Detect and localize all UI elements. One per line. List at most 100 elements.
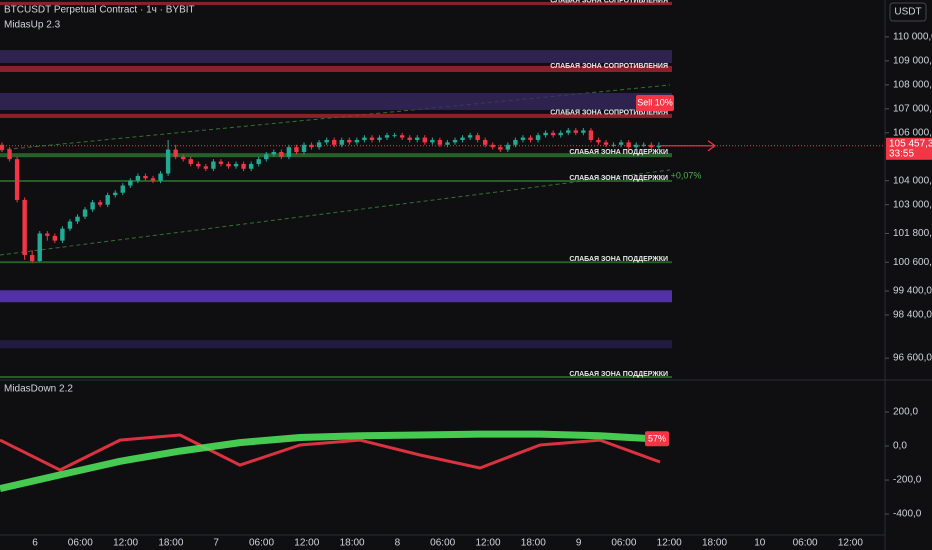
candle-body — [90, 202, 95, 210]
candle-body — [573, 130, 578, 133]
candle-body — [656, 145, 662, 148]
zone — [0, 93, 672, 111]
candle-body — [264, 154, 269, 160]
candle-body — [67, 221, 73, 229]
time-label: 06:00 — [249, 538, 274, 549]
candle-body — [596, 139, 601, 143]
time-label: 6 — [32, 538, 38, 549]
y-tick-label: 106 000,0 — [893, 127, 932, 138]
y-tick-label: 100 600,0 — [893, 257, 932, 268]
time-label: 12:00 — [113, 538, 138, 549]
candle-body — [332, 139, 337, 145]
candle-body — [294, 147, 299, 152]
time-label: 18:00 — [702, 538, 727, 549]
annotation: 57% — [648, 434, 666, 444]
time-label: 10 — [754, 538, 766, 549]
candle-body — [218, 161, 224, 164]
y-tick-label: -400,0 — [893, 509, 922, 520]
zone-label: СЛАБАЯ ЗОНА СОПРОТИВЛЕНИЯ — [550, 0, 668, 4]
candle-body — [618, 142, 624, 145]
candle-body — [196, 163, 201, 167]
candle-body — [543, 132, 548, 136]
candle-body — [550, 132, 556, 136]
candle-body — [286, 147, 292, 157]
y-tick-label: 96 600,0 — [893, 353, 932, 364]
zone — [0, 113, 672, 118]
time-label: 12:00 — [838, 538, 863, 549]
candle-body — [430, 139, 435, 143]
candle-body — [483, 139, 488, 145]
time-label: 18:00 — [340, 538, 365, 549]
zone-label: СЛАБАЯ ЗОНА ПОДДЕРЖКИ — [569, 149, 668, 156]
zones: СЛАБАЯ ЗОНА СОПРОТИВЛЕНИЯ СЛАБАЯ ЗОНА СОП… — [0, 0, 672, 378]
axes: 6 06:00 12:00 18:00 7 06:00 12:00 18:00 8 06:00 12… — [32, 32, 932, 549]
candle-body — [354, 139, 360, 143]
candle-body — [452, 139, 458, 143]
candle-body — [347, 139, 352, 143]
oscillator: MidasDown 2.2 57% — [0, 384, 669, 493]
countdown: 33:55 — [889, 148, 914, 159]
time-label: 8 — [395, 538, 401, 549]
time-label: 7 — [213, 538, 219, 549]
y-tick-label: 0,0 — [893, 441, 907, 452]
candle-body — [316, 142, 322, 148]
candle-body — [475, 135, 480, 140]
candle-body — [437, 139, 443, 145]
y-tick-label: 110 000,0 — [893, 32, 932, 43]
candle-body — [188, 159, 193, 164]
time-label: 12:00 — [475, 538, 500, 549]
y-tick-label: 200,0 — [893, 407, 918, 418]
candle-body — [45, 233, 50, 236]
candle-body — [324, 139, 329, 143]
candle-body — [528, 137, 533, 140]
candle-body — [369, 137, 375, 140]
candle-body — [339, 139, 344, 145]
candle-body — [377, 137, 382, 140]
annotation: +0,07% — [671, 170, 702, 180]
candle-body — [75, 216, 80, 222]
oscillator-line — [0, 430, 661, 493]
candle-body — [226, 163, 231, 167]
candle-body — [37, 233, 42, 262]
zone-label: СЛАБАЯ ЗОНА ПОДДЕРЖКИ — [569, 371, 668, 378]
candle-body — [611, 144, 616, 146]
candle-body — [362, 137, 367, 140]
candle-body — [581, 130, 586, 133]
candle-body — [535, 135, 541, 140]
time-label: 06:00 — [430, 538, 455, 549]
zone — [0, 153, 672, 158]
candle-body — [52, 235, 58, 241]
candle-body — [0, 144, 5, 150]
time-label: 12:00 — [657, 538, 682, 549]
annotation-box — [645, 431, 669, 447]
currency-button[interactable] — [889, 2, 927, 22]
y-tick-label: 109 000,0 — [893, 56, 932, 67]
y-tick-label: 98 400,0 — [893, 310, 932, 321]
channel-line — [0, 169, 671, 256]
annotation: Sell 10% — [637, 97, 673, 107]
annotation-box — [636, 95, 674, 111]
candle-body — [97, 202, 103, 205]
zone — [0, 261, 672, 264]
candles: Sell 10% +0,07% — [0, 95, 885, 264]
zone — [0, 65, 672, 73]
zone-label: СЛАБАЯ ЗОНА ПОДДЕРЖКИ — [569, 256, 668, 263]
candle-body — [392, 135, 397, 137]
candle-body — [588, 130, 594, 140]
candle-body — [498, 147, 503, 150]
y-tick-label: 99 400,0 — [893, 286, 932, 297]
zone — [0, 50, 672, 64]
y-tick-label: 108 000,0 — [893, 79, 932, 90]
currency-label[interactable]: USDT — [894, 7, 921, 18]
candle-body — [558, 132, 563, 136]
candle-body — [603, 142, 609, 145]
candle-body — [211, 161, 216, 169]
candle-body — [105, 195, 110, 205]
oscillator-line — [0, 433, 661, 472]
zone — [0, 376, 672, 378]
zone — [0, 180, 672, 182]
zone-label: СЛАБАЯ ЗОНА СОПРОТИВЛЕНИЯ — [550, 63, 668, 70]
candle-body — [7, 149, 12, 160]
candle-body — [641, 144, 646, 146]
